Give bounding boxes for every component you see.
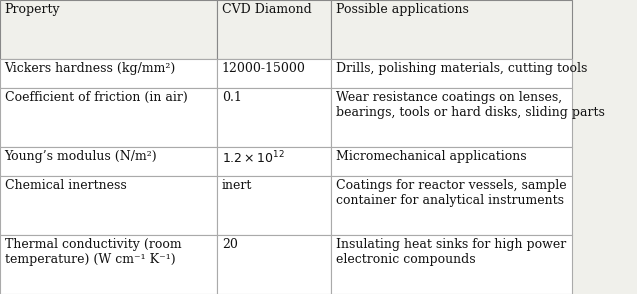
Bar xyxy=(0,88,217,147)
Bar xyxy=(217,0,331,59)
Text: Thermal conductivity (room
temperature) (W cm⁻¹ K⁻¹): Thermal conductivity (room temperature) … xyxy=(4,238,181,266)
Text: Young’s modulus (N/m²): Young’s modulus (N/m²) xyxy=(4,150,157,163)
Text: Wear resistance coatings on lenses,
bearings, tools or hard disks, sliding parts: Wear resistance coatings on lenses, bear… xyxy=(336,91,605,119)
Text: inert: inert xyxy=(222,179,252,192)
Bar xyxy=(0,176,217,235)
Text: 12000-15000: 12000-15000 xyxy=(222,62,306,75)
Bar xyxy=(331,88,571,147)
Bar xyxy=(217,88,331,147)
Text: Coefficient of friction (in air): Coefficient of friction (in air) xyxy=(4,91,187,104)
Text: $1.2\times10^{12}$: $1.2\times10^{12}$ xyxy=(222,150,285,166)
Bar xyxy=(217,59,331,88)
Bar xyxy=(217,176,331,235)
Text: 0.1: 0.1 xyxy=(222,91,241,104)
Bar xyxy=(331,59,571,88)
Bar xyxy=(217,147,331,176)
Text: Coatings for reactor vessels, sample
container for analytical instruments: Coatings for reactor vessels, sample con… xyxy=(336,179,567,207)
Bar xyxy=(331,0,571,59)
Bar xyxy=(0,147,217,176)
Bar xyxy=(331,235,571,294)
Bar xyxy=(0,0,217,59)
Bar xyxy=(0,235,217,294)
Bar xyxy=(217,235,331,294)
Text: Property: Property xyxy=(4,3,61,16)
Text: Vickers hardness (kg/mm²): Vickers hardness (kg/mm²) xyxy=(4,62,176,75)
Text: Chemical inertness: Chemical inertness xyxy=(4,179,126,192)
Bar xyxy=(331,147,571,176)
Text: Micromechanical applications: Micromechanical applications xyxy=(336,150,527,163)
Bar xyxy=(331,176,571,235)
Text: Insulating heat sinks for high power
electronic compounds: Insulating heat sinks for high power ele… xyxy=(336,238,566,266)
Text: Possible applications: Possible applications xyxy=(336,3,469,16)
Bar xyxy=(0,59,217,88)
Text: Drills, polishing materials, cutting tools: Drills, polishing materials, cutting too… xyxy=(336,62,587,75)
Text: CVD Diamond: CVD Diamond xyxy=(222,3,311,16)
Text: 20: 20 xyxy=(222,238,238,251)
